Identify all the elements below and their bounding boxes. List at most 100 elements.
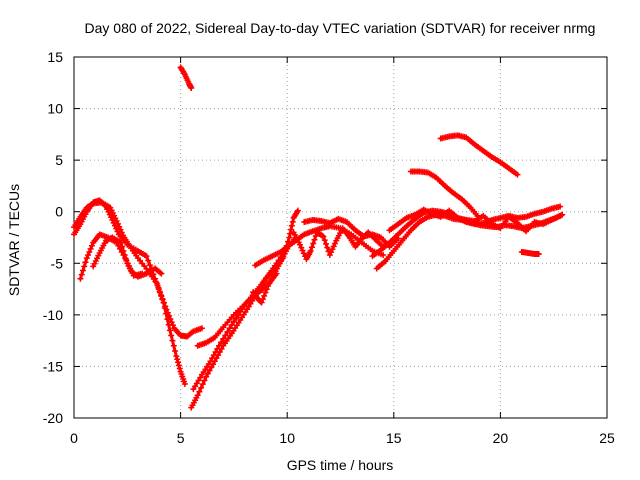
- data-point: [199, 381, 206, 388]
- data-point: [175, 362, 182, 369]
- data-point: [163, 310, 170, 317]
- data-point: [119, 243, 126, 250]
- data-point: [176, 365, 183, 372]
- y-tick-label: -5: [51, 255, 64, 271]
- data-point: [204, 370, 211, 377]
- data-point: [203, 373, 210, 380]
- data-point: [157, 292, 164, 299]
- data-point: [201, 377, 208, 384]
- data-point: [155, 284, 162, 291]
- grid-lines: [74, 57, 607, 418]
- data-point: [209, 355, 216, 362]
- data-point: [81, 263, 88, 270]
- data-point: [139, 270, 146, 277]
- x-tick-label: 0: [70, 430, 78, 446]
- data-point: [88, 242, 95, 249]
- data-point: [258, 299, 265, 306]
- y-tick-label: 5: [55, 152, 63, 168]
- x-tick-label: 5: [177, 430, 185, 446]
- data-point: [321, 237, 328, 244]
- data-point: [210, 352, 217, 359]
- data-point: [535, 251, 542, 258]
- y-tick-label: 15: [47, 49, 63, 65]
- data-point: [263, 286, 270, 293]
- data-point: [222, 332, 229, 339]
- data-series: [252, 223, 387, 269]
- data-point: [79, 267, 86, 274]
- data-marks: [71, 64, 566, 411]
- data-point: [233, 315, 240, 322]
- data-point: [188, 84, 195, 91]
- data-point: [212, 348, 219, 355]
- data-point: [117, 239, 124, 246]
- data-point: [77, 275, 84, 282]
- data-point: [230, 318, 237, 325]
- data-point: [320, 233, 327, 240]
- data-point: [123, 256, 130, 263]
- data-point: [476, 214, 483, 221]
- data-series: [71, 199, 188, 387]
- data-point: [557, 212, 564, 219]
- data-point: [86, 248, 93, 255]
- data-series: [407, 168, 483, 221]
- axis-ticks: [73, 56, 608, 419]
- data-series: [386, 206, 564, 235]
- data-point: [310, 240, 317, 247]
- data-point: [181, 380, 188, 387]
- data-point: [87, 245, 94, 252]
- data-point: [169, 337, 176, 344]
- data-point: [198, 384, 205, 391]
- data-point: [154, 280, 161, 287]
- chart-title: Day 080 of 2022, Sidereal Day-to-day VTE…: [85, 20, 596, 36]
- data-point: [85, 252, 92, 259]
- data-point: [198, 325, 205, 332]
- data-point: [172, 347, 179, 354]
- data-point: [170, 342, 177, 349]
- data-point: [120, 247, 127, 254]
- data-series: [301, 215, 402, 250]
- data-point: [164, 316, 171, 323]
- data-series: [71, 197, 205, 340]
- data-point: [311, 236, 318, 243]
- y-tick-label: -10: [43, 307, 63, 323]
- data-point: [82, 259, 89, 266]
- data-point: [380, 252, 387, 259]
- data-series: [177, 64, 195, 91]
- x-tick-label: 10: [279, 430, 295, 446]
- x-tick-label: 25: [599, 430, 615, 446]
- data-point: [262, 289, 269, 296]
- data-point: [259, 296, 266, 303]
- data-point: [215, 342, 222, 349]
- data-point: [287, 230, 294, 237]
- data-series: [194, 270, 280, 349]
- series-trace: [72, 200, 187, 386]
- plot-frame: [73, 56, 608, 419]
- data-point: [294, 207, 301, 214]
- data-point: [228, 321, 235, 328]
- data-point: [307, 247, 314, 254]
- y-tick-label: -20: [43, 410, 63, 426]
- data-point: [166, 327, 173, 334]
- y-axis-label: SDTVAR / TECUs: [6, 184, 22, 296]
- data-point: [324, 244, 331, 251]
- data-point: [145, 257, 152, 264]
- data-series: [437, 132, 521, 178]
- data-point: [218, 339, 225, 346]
- data-series: [90, 234, 146, 279]
- data-point: [288, 222, 295, 229]
- data-point: [168, 332, 175, 339]
- data-point: [378, 241, 385, 248]
- data-point: [514, 171, 521, 178]
- x-tick-label: 15: [386, 430, 402, 446]
- data-point: [308, 244, 315, 251]
- data-point: [214, 345, 221, 352]
- data-point: [224, 328, 231, 335]
- data-point: [78, 271, 85, 278]
- x-axis-label: GPS time / hours: [287, 457, 394, 473]
- data-point: [261, 292, 268, 299]
- data-point: [557, 203, 564, 210]
- data-point: [161, 305, 168, 312]
- data-series: [518, 248, 542, 258]
- data-point: [121, 252, 128, 259]
- y-tick-label: 0: [55, 204, 63, 220]
